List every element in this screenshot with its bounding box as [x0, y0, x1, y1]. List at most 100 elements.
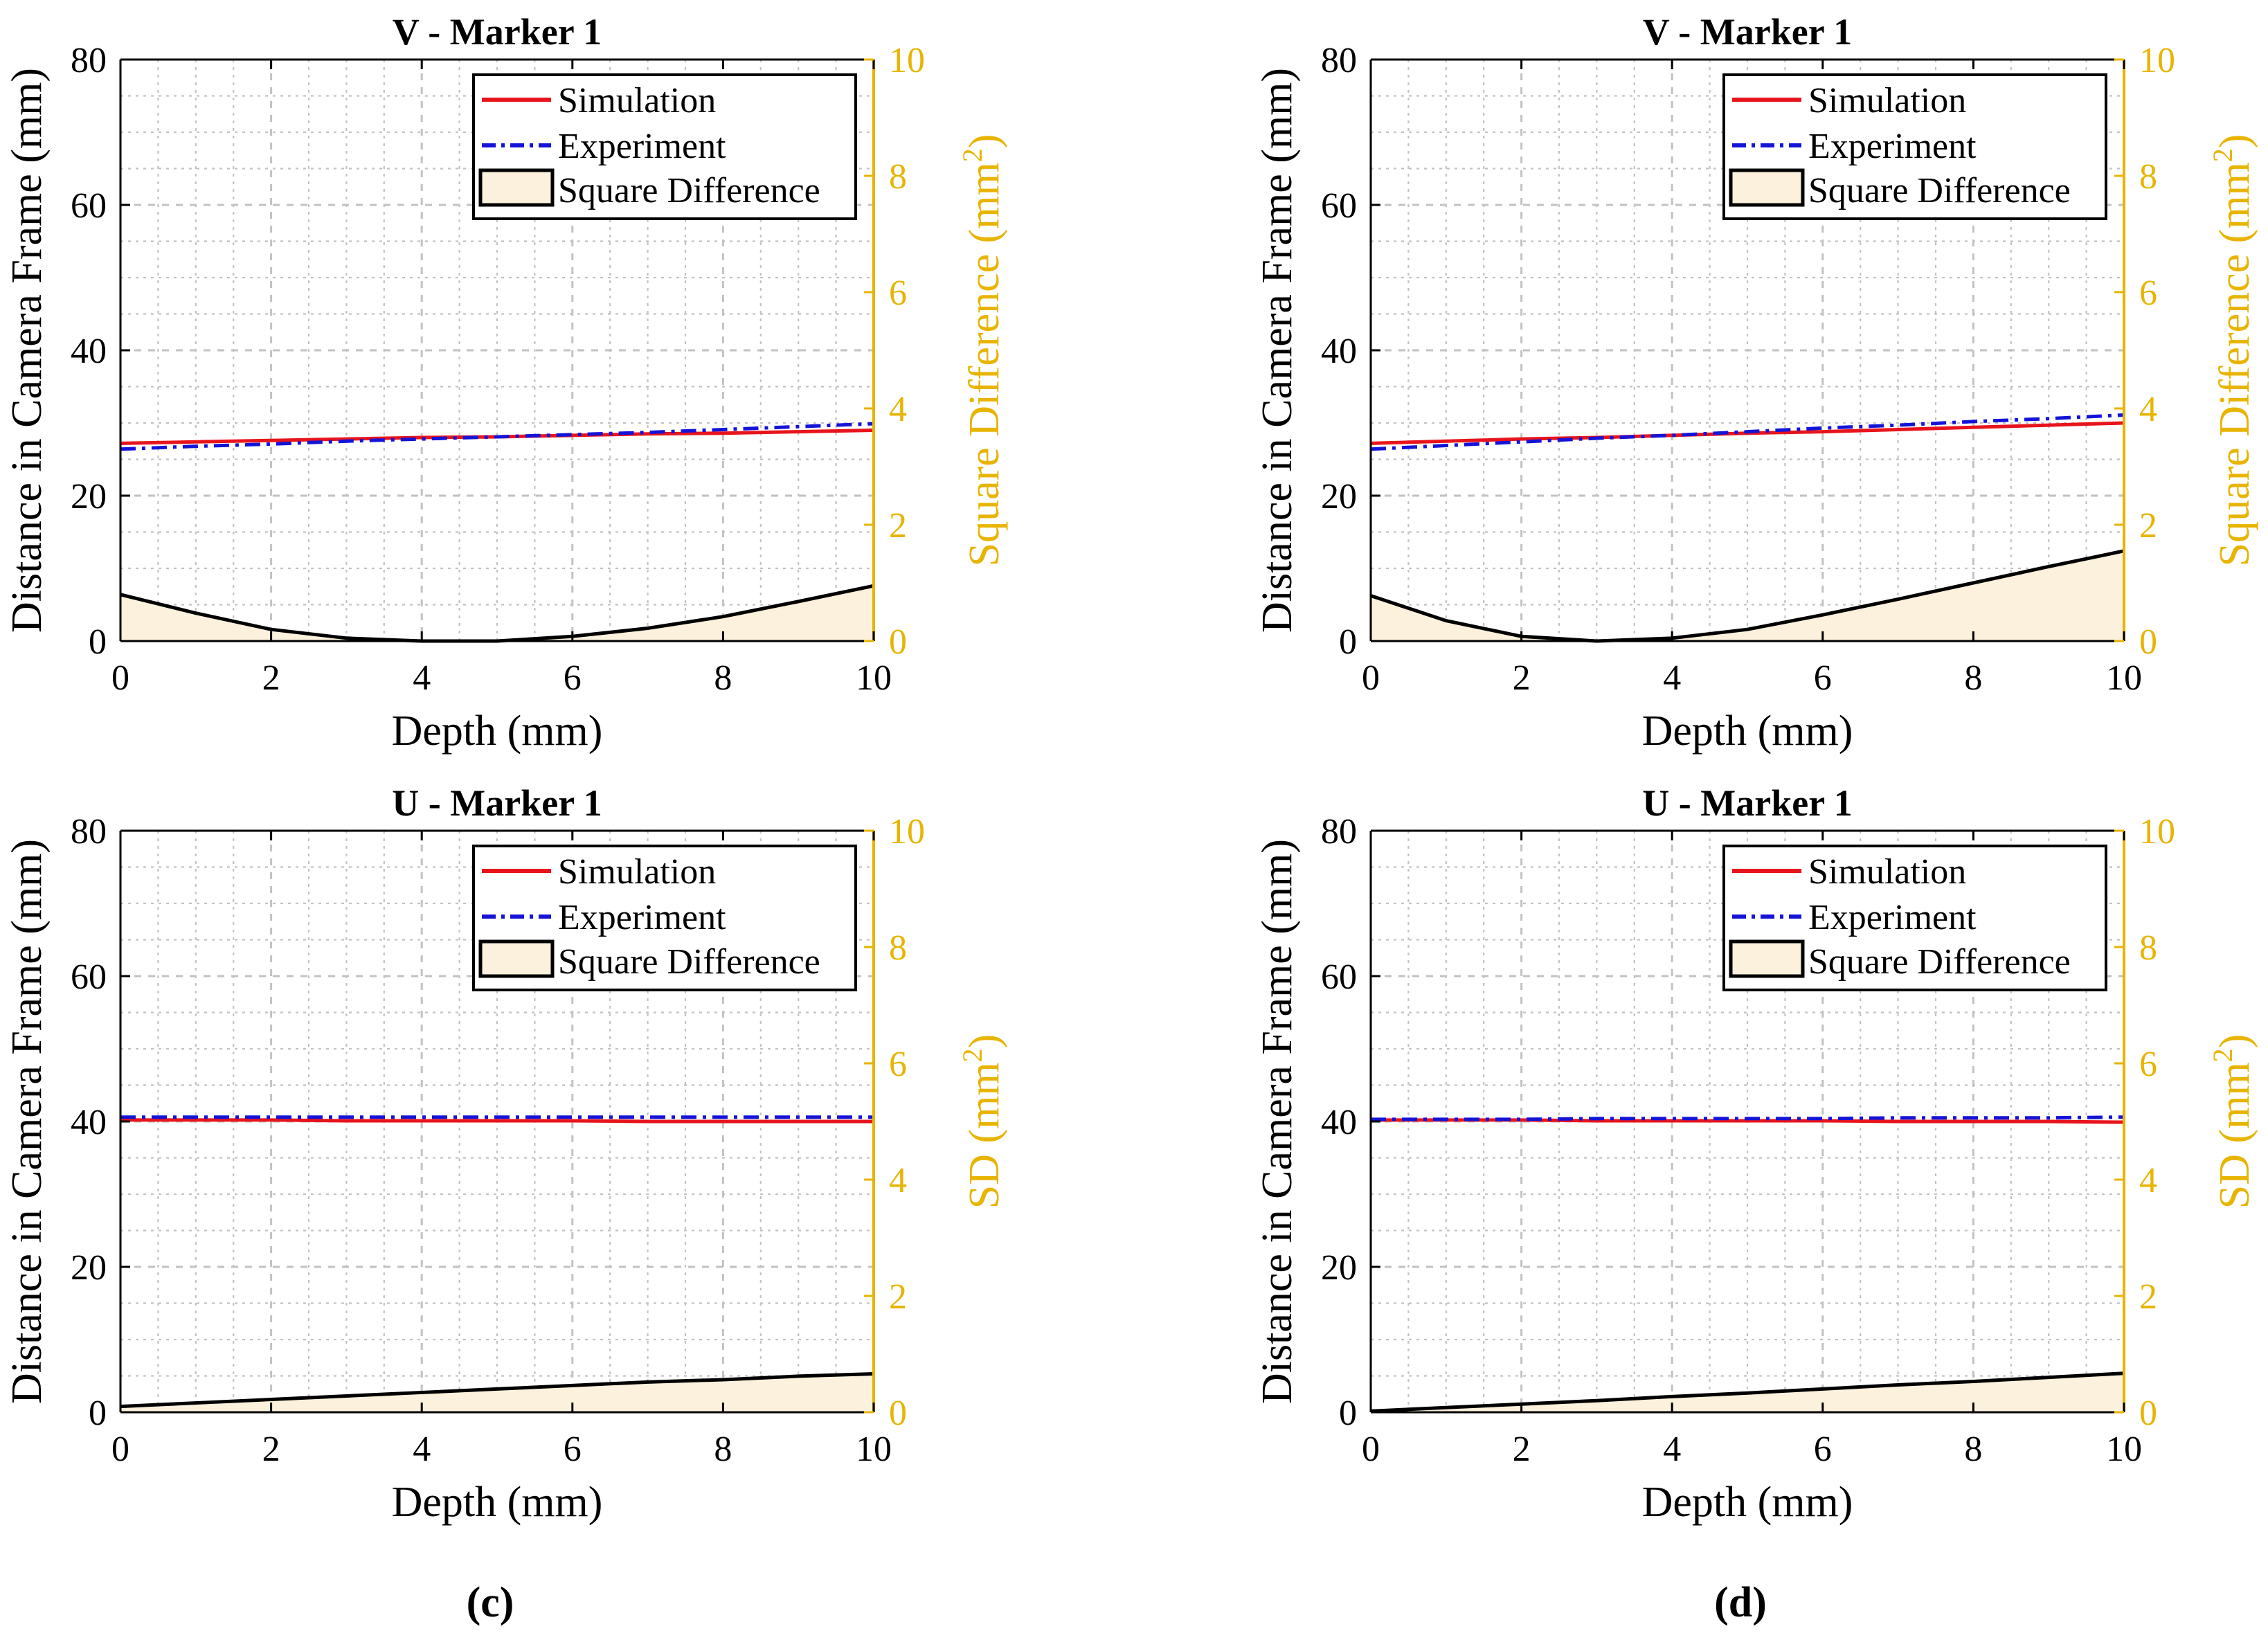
y2-axis-label: Square Difference (mm2) — [2207, 134, 2258, 567]
series-experiment — [1371, 1115, 2125, 1121]
point-square-difference — [1444, 619, 1448, 622]
legend-label: Experiment — [558, 898, 726, 937]
y2-axis-label: Square Difference (mm2) — [957, 134, 1008, 567]
y2-axis-label-end: ) — [2211, 134, 2258, 149]
x-tick-label: 2 — [1513, 1430, 1531, 1469]
legend-label: Square Difference — [558, 171, 820, 210]
point-experiment — [797, 1115, 800, 1119]
x-tick-label: 10 — [856, 658, 892, 698]
point-square-difference — [345, 636, 348, 640]
point-square-difference — [1821, 1387, 1824, 1391]
legend-label: Simulation — [558, 852, 716, 892]
y2-tick-label: 0 — [2139, 1394, 2157, 1433]
chart-title: V - Marker 1 — [393, 11, 602, 53]
point-experiment — [1595, 1117, 1599, 1120]
point-simulation — [2047, 1120, 2051, 1124]
x-tick-label: 8 — [714, 1430, 732, 1469]
point-square-difference — [646, 1380, 649, 1384]
y2-tick-label: 4 — [889, 390, 907, 429]
point-square-difference — [345, 1394, 348, 1398]
y2-axis-label: SD (mm2) — [957, 1034, 1008, 1209]
y-tick-label: 0 — [1339, 1394, 1357, 1433]
y-tick-label: 20 — [71, 1248, 107, 1288]
point-experiment — [1896, 1116, 1900, 1119]
legend-label: Square Difference — [1808, 171, 2071, 210]
chart-title: V - Marker 1 — [1643, 11, 1852, 53]
point-experiment — [420, 438, 424, 441]
square-difference-area — [120, 586, 874, 641]
point-experiment — [2047, 1116, 2051, 1119]
y2-tick-label: 2 — [2139, 506, 2157, 546]
panel-label: (c) — [467, 1579, 514, 1626]
y-tick-label: 80 — [1321, 812, 1357, 851]
point-experiment — [1896, 424, 1900, 427]
y2-tick-label: 10 — [2139, 812, 2175, 851]
point-experiment — [1746, 1117, 1749, 1120]
point-simulation — [1896, 428, 1900, 431]
y2-axis-label-main: SD (mm — [961, 1062, 1008, 1209]
point-square-difference — [1444, 1406, 1448, 1409]
x-tick-label: 8 — [1964, 658, 1982, 698]
point-simulation — [345, 1119, 348, 1122]
point-square-difference — [1896, 597, 1900, 601]
y2-tick-label: 6 — [889, 273, 907, 313]
x-tick-label: 2 — [262, 658, 280, 698]
point-experiment — [646, 1115, 649, 1119]
y2-axis-label-sup: 2 — [957, 148, 988, 162]
point-square-difference — [1671, 1395, 1674, 1398]
y-tick-label: 60 — [71, 957, 107, 997]
legend-label: Simulation — [1808, 852, 1966, 892]
y2-axis-label-main: Square Difference (mm — [2211, 162, 2258, 566]
point-simulation — [1972, 1120, 1975, 1124]
x-tick-label: 8 — [1964, 1430, 1982, 1469]
point-experiment — [1520, 440, 1523, 444]
y2-tick-label: 0 — [889, 1394, 907, 1433]
point-simulation — [1972, 426, 1975, 429]
y-tick-label: 40 — [71, 332, 107, 371]
chart-title: U - Marker 1 — [1642, 782, 1852, 824]
y-tick-label: 60 — [1321, 957, 1357, 997]
point-simulation — [269, 439, 273, 442]
series-square-difference — [1370, 1371, 2125, 1413]
point-square-difference — [797, 1374, 800, 1378]
point-experiment — [2047, 417, 2051, 420]
y-axis-label: Distance in Camera Frame (mm) — [3, 68, 51, 633]
series-square-difference — [120, 1372, 874, 1409]
point-experiment — [1671, 433, 1674, 437]
point-simulation — [721, 1120, 725, 1124]
y-axis-label: Distance in Camera Frame (mm) — [3, 839, 51, 1404]
y-tick-label: 20 — [1321, 477, 1357, 516]
point-experiment — [194, 1115, 197, 1119]
legend-swatch-square-difference — [1729, 168, 1805, 207]
point-experiment — [646, 431, 649, 434]
point-simulation — [570, 1119, 574, 1122]
x-tick-label: 2 — [262, 1430, 280, 1469]
x-tick-label: 0 — [111, 658, 129, 698]
y2-tick-label: 4 — [2139, 390, 2157, 429]
point-simulation — [797, 1120, 800, 1124]
point-square-difference — [1896, 1383, 1900, 1387]
point-experiment — [721, 428, 725, 431]
y-tick-label: 0 — [89, 622, 107, 662]
legend-swatch-square-difference — [478, 168, 555, 207]
y2-axis-label-sup: 2 — [957, 1048, 988, 1062]
point-square-difference — [194, 1401, 197, 1405]
legend-label: Square Difference — [1808, 942, 2071, 982]
x-tick-label: 4 — [1663, 1430, 1681, 1469]
x-axis-label: Depth (mm) — [392, 708, 603, 755]
x-tick-label: 4 — [413, 658, 431, 698]
point-experiment — [194, 444, 197, 448]
x-tick-label: 0 — [1362, 658, 1380, 698]
point-experiment — [269, 442, 273, 446]
y-tick-label: 80 — [1321, 41, 1357, 80]
square-difference-area — [120, 1373, 874, 1412]
point-square-difference — [1972, 1380, 1975, 1383]
point-square-difference — [2047, 1376, 2051, 1379]
point-experiment — [420, 1115, 424, 1119]
point-experiment — [570, 433, 574, 436]
point-experiment — [496, 1115, 499, 1119]
point-square-difference — [646, 627, 649, 630]
y-tick-label: 0 — [1339, 622, 1357, 662]
x-tick-label: 6 — [1814, 1430, 1832, 1469]
